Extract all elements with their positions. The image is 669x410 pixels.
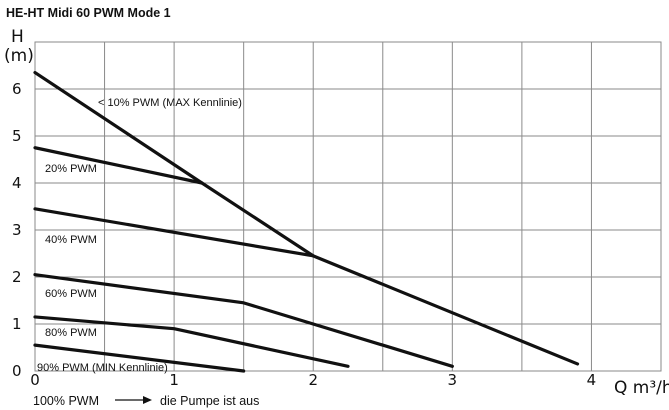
series-line-4 bbox=[33, 273, 454, 368]
y-tick-label: 3 bbox=[12, 221, 22, 239]
series-line-1 bbox=[33, 70, 580, 366]
series-label-1: < 10% PWM (MAX Kennlinie) bbox=[98, 97, 242, 109]
plot-frame bbox=[34, 41, 662, 372]
chart-title: HE-HT Midi 60 PWM Mode 1 bbox=[6, 6, 171, 20]
y-tick-label: 0 bbox=[12, 362, 22, 380]
x-tick-label: 4 bbox=[587, 371, 597, 389]
x-tick-label: 2 bbox=[308, 371, 318, 389]
arrow-right-icon bbox=[115, 396, 152, 404]
series-label-5: 80% PWM bbox=[45, 327, 97, 339]
axis-ticks: 0 1 2 3 4 0 1 2 3 4 5 6 bbox=[12, 80, 596, 389]
curve-labels: < 10% PWM (MAX Kennlinie) 20% PWM 40% PWM 6… bbox=[37, 97, 242, 374]
series-label-4: 60% PWM bbox=[45, 288, 97, 300]
series-line-5 bbox=[33, 315, 350, 368]
y-axis-label-line2: (m) bbox=[4, 46, 34, 66]
series-label-6: 90% PWM (MIN Kennlinie) bbox=[37, 362, 168, 374]
y-tick-label: 5 bbox=[12, 127, 22, 145]
y-tick-label: 1 bbox=[12, 315, 22, 333]
x-axis-label: Q m³/h bbox=[614, 378, 669, 398]
grid bbox=[34, 41, 662, 372]
y-tick-label: 4 bbox=[12, 174, 22, 192]
footer-left-text: 100% PWM bbox=[33, 394, 99, 408]
y-axis-label-line1: H bbox=[11, 27, 24, 47]
series-line-3 bbox=[33, 207, 315, 258]
x-tick-label: 0 bbox=[30, 371, 40, 389]
series-line-6 bbox=[33, 343, 246, 373]
x-tick-label: 3 bbox=[448, 371, 458, 389]
y-tick-label: 2 bbox=[12, 268, 22, 286]
x-tick-label: 1 bbox=[169, 371, 179, 389]
series-label-3: 40% PWM bbox=[45, 234, 97, 246]
series-line-2 bbox=[33, 146, 204, 185]
curves bbox=[33, 70, 580, 373]
series-label-2: 20% PWM bbox=[45, 163, 97, 175]
y-tick-label: 6 bbox=[12, 80, 22, 98]
footer-right-text: die Pumpe ist aus bbox=[160, 394, 259, 408]
